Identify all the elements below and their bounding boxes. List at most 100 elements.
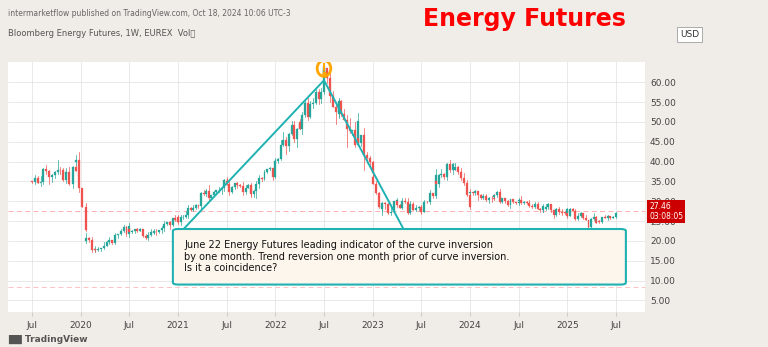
Bar [150, 231, 152, 235]
Bar [352, 130, 353, 132]
Bar [531, 206, 533, 207]
Bar [250, 189, 252, 194]
Bar [332, 96, 334, 107]
Bar [488, 198, 490, 200]
Bar [318, 92, 319, 99]
Bar [203, 193, 204, 194]
Bar [518, 200, 520, 201]
Bar [382, 206, 383, 207]
Bar [507, 201, 508, 205]
Bar [518, 202, 520, 203]
Bar [274, 161, 276, 162]
Bar [564, 212, 565, 213]
Bar [340, 101, 343, 114]
Bar [84, 238, 87, 241]
Bar [335, 107, 336, 112]
Bar [443, 175, 445, 177]
Bar [220, 188, 223, 190]
Bar [134, 229, 136, 230]
Bar [601, 217, 603, 222]
Bar [253, 191, 255, 194]
Bar [585, 218, 587, 220]
Bar [343, 114, 345, 120]
Bar [580, 213, 581, 216]
Bar [475, 191, 476, 193]
Bar [571, 209, 574, 211]
Bar [54, 172, 56, 176]
Bar [88, 238, 90, 240]
Bar [435, 175, 437, 196]
Bar [299, 122, 300, 129]
Bar [103, 246, 104, 248]
Bar [369, 158, 371, 162]
Bar [349, 128, 351, 132]
Bar [457, 167, 459, 172]
Bar [515, 202, 517, 203]
Bar [390, 212, 392, 213]
Bar [612, 217, 614, 218]
Bar [177, 217, 179, 222]
Bar [415, 208, 417, 210]
Bar [65, 171, 67, 174]
Bar [94, 249, 96, 251]
Bar [266, 169, 268, 172]
Bar [504, 198, 506, 201]
Bar [74, 160, 77, 162]
Text: Bloomberg Energy Futures, 1W, EUREX  Volⓘ: Bloomberg Energy Futures, 1W, EUREX Volⓘ [8, 29, 195, 39]
Bar [256, 185, 257, 191]
Bar [558, 209, 560, 212]
Bar [595, 217, 598, 223]
Bar [277, 159, 279, 161]
Bar [42, 169, 45, 182]
Bar [242, 186, 244, 192]
Bar [195, 205, 197, 208]
Bar [91, 240, 93, 250]
Bar [534, 204, 536, 207]
Bar [528, 203, 531, 206]
Bar [469, 195, 471, 208]
Bar [372, 162, 373, 173]
Bar [329, 78, 331, 96]
Bar [208, 192, 210, 198]
Bar [393, 201, 395, 212]
Bar [420, 209, 422, 212]
Bar [310, 104, 311, 118]
Bar [420, 207, 422, 212]
Bar [607, 216, 608, 218]
Bar [338, 104, 339, 112]
Bar [34, 178, 36, 183]
Bar [382, 203, 383, 209]
Bar [363, 135, 365, 155]
FancyBboxPatch shape [173, 229, 626, 285]
Bar [396, 200, 398, 201]
Text: intermarketflow published on TradingView.com, Oct 18, 2024 10:06 UTC-3: intermarketflow published on TradingView… [8, 9, 290, 18]
Bar [123, 227, 124, 231]
Bar [604, 217, 606, 218]
Bar [539, 209, 541, 210]
Bar [223, 180, 225, 188]
Bar [523, 202, 525, 203]
Bar [57, 170, 58, 172]
Bar [323, 66, 325, 92]
Bar [169, 222, 170, 225]
Bar [296, 129, 298, 139]
Bar [366, 155, 368, 158]
Bar [40, 182, 41, 183]
Bar [404, 201, 406, 202]
Bar [357, 120, 359, 145]
Bar [197, 205, 200, 206]
Bar [566, 213, 568, 215]
Bar [338, 101, 339, 114]
Bar [37, 178, 38, 183]
Bar [455, 163, 456, 164]
Bar [509, 199, 511, 205]
Bar [449, 164, 451, 170]
Bar [153, 232, 154, 233]
Bar [51, 176, 53, 177]
Bar [48, 171, 50, 177]
Bar [120, 231, 122, 234]
Bar [293, 125, 295, 139]
Bar [81, 188, 83, 206]
Bar [280, 145, 282, 159]
Bar [100, 248, 102, 249]
